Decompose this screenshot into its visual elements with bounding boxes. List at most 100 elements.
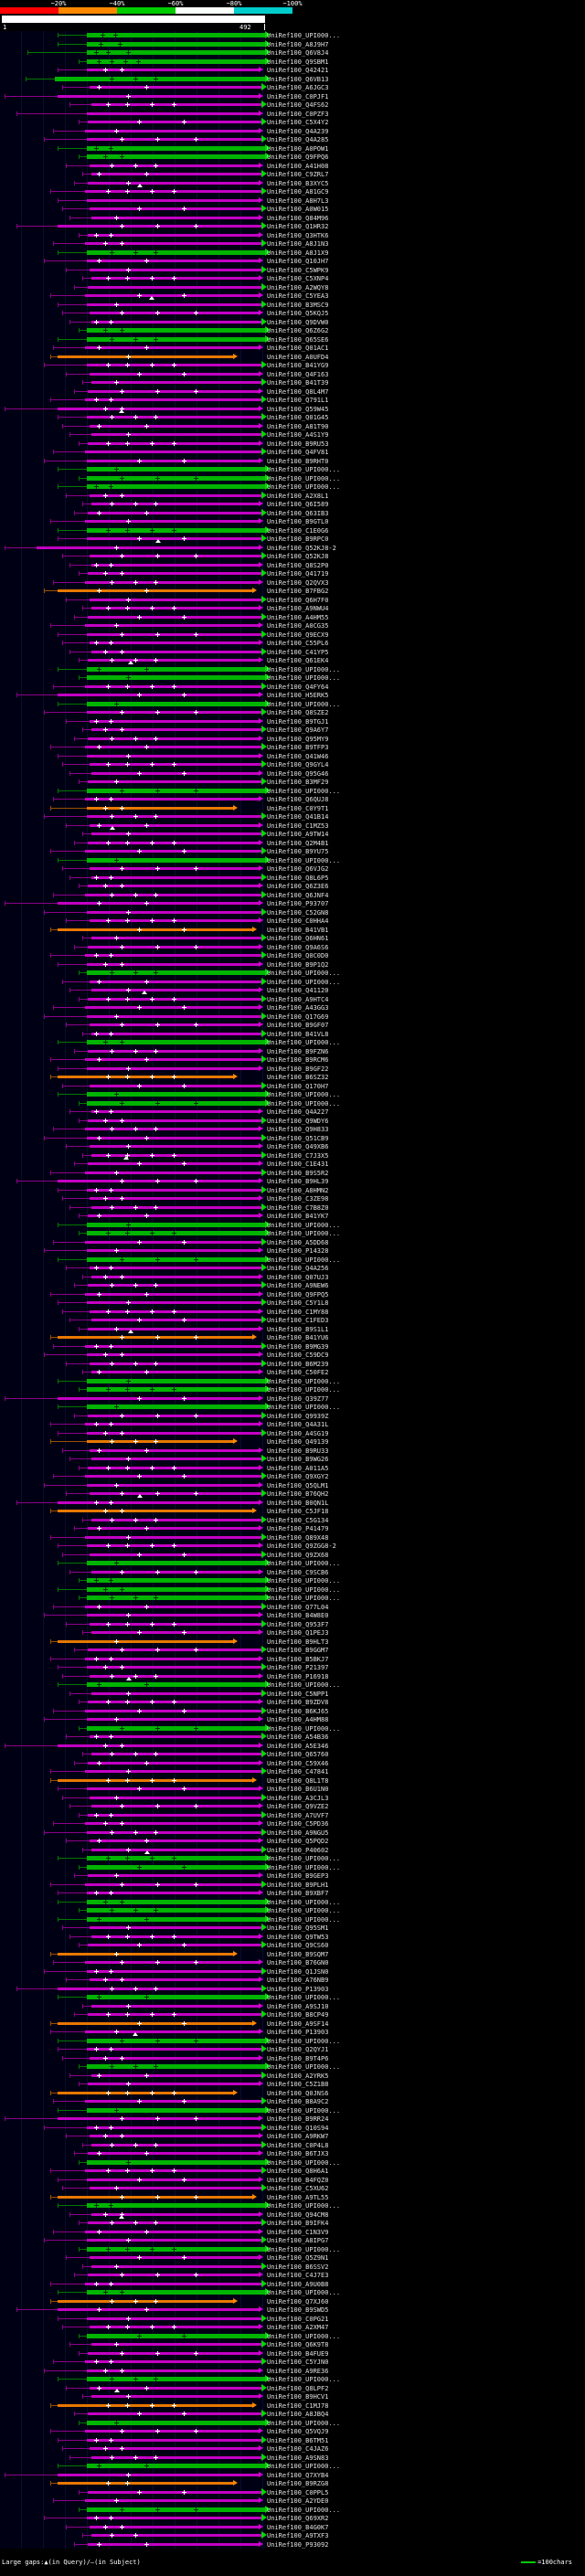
alignment-row[interactable]: UniRef100_B5BKJ7 <box>0 1655 585 1664</box>
alignment-row[interactable]: UniRef100_A9NGU5 <box>0 1828 585 1838</box>
alignment-row[interactable]: UniRef100_UPI000... <box>0 1255 585 1265</box>
alignment-row[interactable]: UniRef100_A0W015 <box>0 205 585 214</box>
alignment-row[interactable]: UniRef100_Q8H6A1 <box>0 2167 585 2176</box>
alignment-row[interactable]: UniRef100_UPI000... <box>0 2105 585 2115</box>
alignment-row[interactable]: UniRef100_B41YG9 <box>0 361 585 370</box>
alignment-row[interactable]: UniRef100_Q41719 <box>0 569 585 578</box>
alignment-row[interactable]: UniRef100_A8J1N3 <box>0 239 585 249</box>
alignment-row[interactable]: UniRef100_Q5PQD2 <box>0 1837 585 1846</box>
alignment-row[interactable]: UniRef100_B9SWD5 <box>0 2306 585 2315</box>
alignment-row[interactable]: UniRef100_UPI000... <box>0 2157 585 2168</box>
alignment-row[interactable]: UniRef100_A9TL55 <box>0 2193 585 2202</box>
alignment-row[interactable]: UniRef100_Q52KJ8 <box>0 552 585 561</box>
alignment-row[interactable]: UniRef100_Q77L04 <box>0 1602 585 1612</box>
alignment-row[interactable]: UniRef100_A0CG35 <box>0 621 585 631</box>
alignment-row[interactable]: UniRef100_A4HM88 <box>0 1715 585 1724</box>
alignment-row[interactable]: UniRef100_Q3HTK6 <box>0 231 585 240</box>
alignment-row[interactable]: UniRef100_Q8SZE2 <box>0 708 585 717</box>
alignment-row[interactable]: UniRef100_A5E346 <box>0 1742 585 1751</box>
alignment-row[interactable]: UniRef100_Q4A31L <box>0 1420 585 1429</box>
alignment-row[interactable]: UniRef100_P93092 <box>0 2540 585 2549</box>
alignment-row[interactable]: UniRef100_Q4FV81 <box>0 448 585 457</box>
alignment-row[interactable]: UniRef100_C1MY88 <box>0 1308 585 1317</box>
alignment-row[interactable]: UniRef100_B9S5R2 <box>0 1168 585 1178</box>
alignment-row[interactable]: UniRef100_B8CP49 <box>0 2010 585 2019</box>
alignment-row[interactable]: UniRef100_Q1PEJ3 <box>0 1628 585 1638</box>
alignment-row[interactable]: UniRef100_Q95G46 <box>0 769 585 779</box>
alignment-row[interactable]: UniRef100_Q41120 <box>0 986 585 995</box>
alignment-row[interactable]: UniRef100_Q6Z3E6 <box>0 882 585 891</box>
alignment-row[interactable]: UniRef100_UPI000... <box>0 2288 585 2297</box>
alignment-row[interactable]: UniRef100_B6M239 <box>0 1359 585 1369</box>
alignment-row[interactable]: UniRef100_Q65760 <box>0 1750 585 1759</box>
alignment-row[interactable]: UniRef100_UPI000... <box>0 1862 585 1872</box>
alignment-row[interactable]: UniRef100_B9RU53 <box>0 440 585 449</box>
alignment-row[interactable]: UniRef100_C5Y1L8 <box>0 1299 585 1308</box>
alignment-row[interactable]: UniRef100_A5DD68 <box>0 1237 585 1247</box>
alignment-row[interactable]: UniRef100_B9HCV1 <box>0 2392 585 2401</box>
alignment-row[interactable]: UniRef100_Q41W46 <box>0 752 585 761</box>
alignment-row[interactable]: UniRef100_Q2M4B1 <box>0 839 585 848</box>
alignment-row[interactable]: UniRef100_A8H7L3 <box>0 196 585 206</box>
alignment-row[interactable]: UniRef100_UPI000... <box>0 2244 585 2254</box>
alignment-row[interactable]: UniRef100_A7UVF7 <box>0 1810 585 1820</box>
alignment-row[interactable]: UniRef100_Q4FS62 <box>0 101 585 110</box>
alignment-row[interactable]: UniRef100_Q0C0D0 <box>0 951 585 960</box>
alignment-row[interactable]: UniRef100_B6TM51 <box>0 2435 585 2445</box>
alignment-row[interactable]: UniRef100_Q9SBM1 <box>0 57 585 67</box>
alignment-row[interactable]: UniRef100_B9PLH1 <box>0 1880 585 1890</box>
alignment-row[interactable]: UniRef100_B9RU33 <box>0 1447 585 1456</box>
alignment-row[interactable]: UniRef100_P40602 <box>0 1845 585 1855</box>
alignment-row[interactable]: UniRef100_UPI000... <box>0 2375 585 2384</box>
alignment-row[interactable]: UniRef100_UPI000... <box>0 673 585 683</box>
alignment-row[interactable]: UniRef100_B41YU6 <box>0 1333 585 1342</box>
alignment-row[interactable]: UniRef100_B41VL8 <box>0 1029 585 1039</box>
alignment-row[interactable]: UniRef100_C7J3X5 <box>0 1150 585 1161</box>
alignment-row[interactable]: UniRef100_Q5VQJ9 <box>0 2427 585 2436</box>
alignment-row[interactable]: UniRef100_UPI000... <box>0 977 585 987</box>
alignment-row[interactable]: UniRef100_Q9A6S6 <box>0 943 585 952</box>
alignment-row[interactable]: UniRef100_Q8L4M7 <box>0 387 585 397</box>
alignment-row[interactable]: UniRef100_A9RKW7 <box>0 2132 585 2141</box>
alignment-row[interactable]: UniRef100_UPI000... <box>0 1854 585 1863</box>
alignment-row[interactable]: UniRef100_Q6V8J4 <box>0 48 585 58</box>
alignment-row[interactable]: UniRef100_UPI000... <box>0 1914 585 1924</box>
alignment-row[interactable]: UniRef100_Q6QUJ8 <box>0 795 585 804</box>
alignment-row[interactable]: UniRef100_A8J9H7 <box>0 39 585 49</box>
alignment-row[interactable]: UniRef100_A8HMN2 <box>0 1185 585 1195</box>
alignment-row[interactable]: UniRef100_B9HLT3 <box>0 1638 585 1647</box>
alignment-row[interactable]: UniRef100_Q791L1 <box>0 396 585 405</box>
alignment-row[interactable]: UniRef100_Q7XYB4 <box>0 2471 585 2480</box>
alignment-row[interactable]: UniRef100_A81GC9 <box>0 187 585 196</box>
alignment-row[interactable]: UniRef100_UPI000... <box>0 1038 585 1047</box>
alignment-row[interactable]: UniRef100_Q7XJ60 <box>0 2297 585 2306</box>
alignment-row[interactable]: UniRef100_A0POW1 <box>0 143 585 154</box>
alignment-row[interactable]: UniRef100_UPI000... <box>0 2462 585 2471</box>
alignment-row[interactable]: UniRef100_Q41B14 <box>0 812 585 822</box>
alignment-row[interactable]: UniRef100_Q9GYL4 <box>0 760 585 769</box>
alignment-row[interactable]: UniRef100_B9GGM7 <box>0 1646 585 1655</box>
alignment-row[interactable]: UniRef100_Q6VB13 <box>0 74 585 84</box>
alignment-row[interactable]: UniRef100_Q2QYJ1 <box>0 2045 585 2054</box>
alignment-row[interactable]: UniRef100_C50FE2 <box>0 1368 585 1377</box>
alignment-row[interactable]: UniRef100_Q01G45 <box>0 413 585 422</box>
alignment-row[interactable]: UniRef100_P21397 <box>0 1663 585 1672</box>
alignment-row[interactable]: UniRef100_C0PJF1 <box>0 92 585 101</box>
alignment-row[interactable]: UniRef100_UPI000... <box>0 1403 585 1412</box>
alignment-row[interactable]: UniRef100_Q95MY9 <box>0 735 585 744</box>
alignment-row[interactable]: UniRef100_Q39Z77 <box>0 1394 585 1404</box>
alignment-row[interactable]: UniRef100_B9XBF7 <box>0 1889 585 1898</box>
alignment-row[interactable]: UniRef100_UPI000... <box>0 1594 585 1603</box>
alignment-row[interactable]: UniRef100_Q5QLM1 <box>0 1481 585 1490</box>
alignment-row[interactable]: UniRef100_B9RCM6 <box>0 1055 585 1065</box>
alignment-row[interactable]: UniRef100_B76QH2 <box>0 1489 585 1499</box>
alignment-row[interactable]: UniRef100_C1MJ78 <box>0 2401 585 2411</box>
alignment-row[interactable]: UniRef100_UPI000... <box>0 969 585 978</box>
alignment-row[interactable]: UniRef100_UPI000... <box>0 1576 585 1585</box>
alignment-row[interactable]: UniRef100_UPI000... <box>0 855 585 865</box>
alignment-row[interactable]: UniRef100_Q5KQJ5 <box>0 309 585 318</box>
alignment-row[interactable]: UniRef100_Q953F7 <box>0 1619 585 1629</box>
alignment-row[interactable]: UniRef100_A9NWU4 <box>0 604 585 613</box>
alignment-row[interactable]: UniRef100_C1MZ53 <box>0 822 585 831</box>
alignment-row[interactable]: UniRef100_C5YJN0 <box>0 2358 585 2367</box>
